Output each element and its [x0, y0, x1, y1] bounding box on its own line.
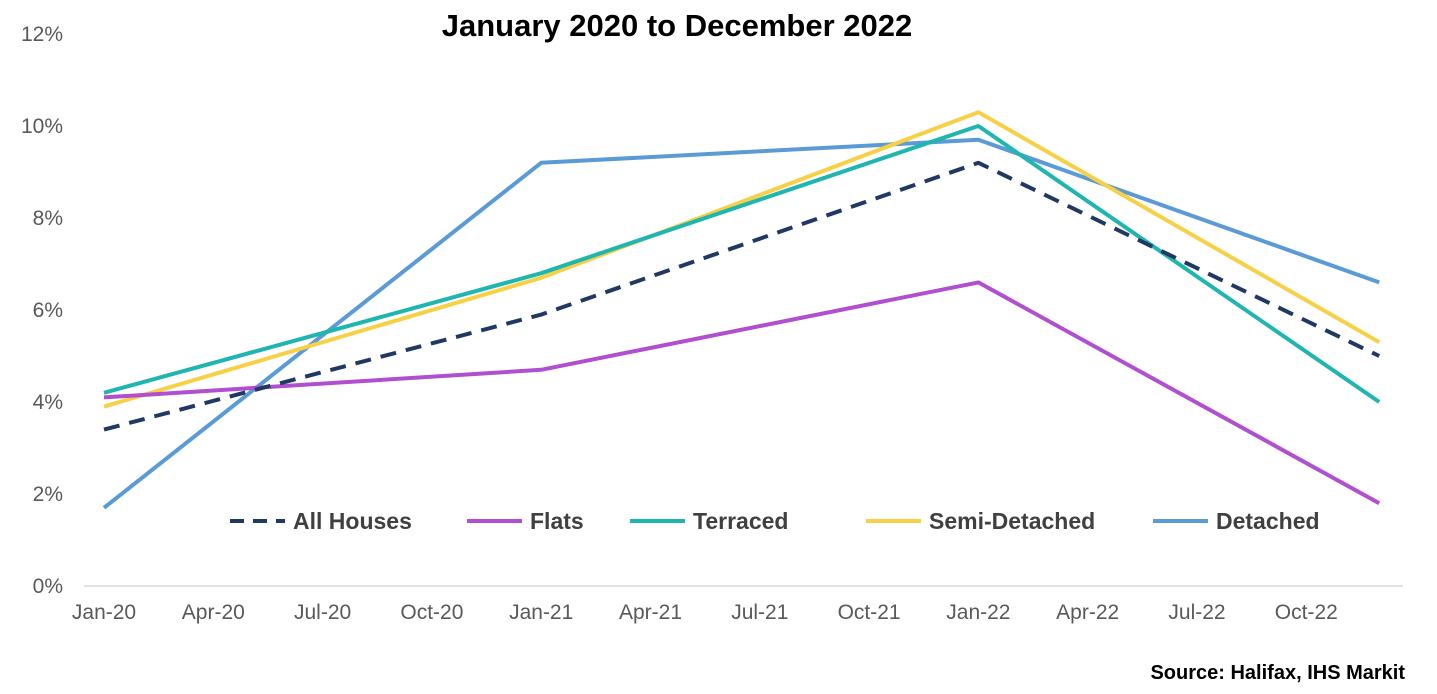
legend-label: Detached — [1216, 508, 1320, 534]
x-tick-label: Jan-21 — [509, 601, 573, 624]
source-note: Source: Halifax, IHS Markit — [1150, 662, 1405, 684]
y-tick-label: 0% — [33, 575, 63, 598]
x-tick-label: Oct-21 — [838, 601, 901, 624]
y-tick-label: 10% — [21, 115, 63, 138]
x-tick-label: Oct-20 — [400, 601, 463, 624]
chart-title: January 2020 to December 2022 — [441, 8, 913, 43]
x-tick-label: Jul-22 — [1168, 601, 1225, 624]
x-tick-label: Jul-20 — [294, 601, 351, 624]
x-tick-label: Jan-22 — [946, 601, 1010, 624]
x-tick-label: Jan-20 — [72, 601, 136, 624]
series-line-terraced — [103, 124, 1381, 404]
legend-label: Terraced — [693, 508, 788, 534]
y-tick-label: 6% — [33, 299, 63, 322]
x-tick-label: Apr-21 — [619, 601, 682, 624]
series-line-semi-detached — [103, 110, 1381, 409]
series-line-detached — [102, 137, 1380, 510]
x-tick-label: Jul-21 — [731, 601, 788, 624]
x-tick-label: Apr-20 — [182, 601, 245, 624]
x-axis-tick-labels: Jan-20 Apr-20 Jul-20 Oct-20 Jan-21 Apr-21 Jul-… — [72, 601, 1338, 624]
series-line-all-houses — [103, 160, 1381, 432]
y-tick-label: 8% — [33, 207, 63, 230]
y-tick-label: 12% — [21, 23, 63, 46]
y-axis-tick-labels: 0% 2% 4% 6% 8% 10% 12% — [21, 23, 63, 598]
y-tick-label: 4% — [33, 391, 63, 414]
legend-label: Semi-Detached — [929, 508, 1095, 534]
series-line-flats — [103, 280, 1381, 505]
x-tick-label: Apr-22 — [1056, 601, 1119, 624]
series-lines — [102, 110, 1381, 510]
x-tick-label: Oct-22 — [1275, 601, 1338, 624]
legend-label: All Houses — [293, 508, 412, 534]
legend-label: Flats — [530, 508, 584, 534]
y-tick-label: 2% — [33, 483, 63, 506]
legend: All Houses Flats Terraced Semi-Detached Deta… — [230, 508, 1320, 534]
